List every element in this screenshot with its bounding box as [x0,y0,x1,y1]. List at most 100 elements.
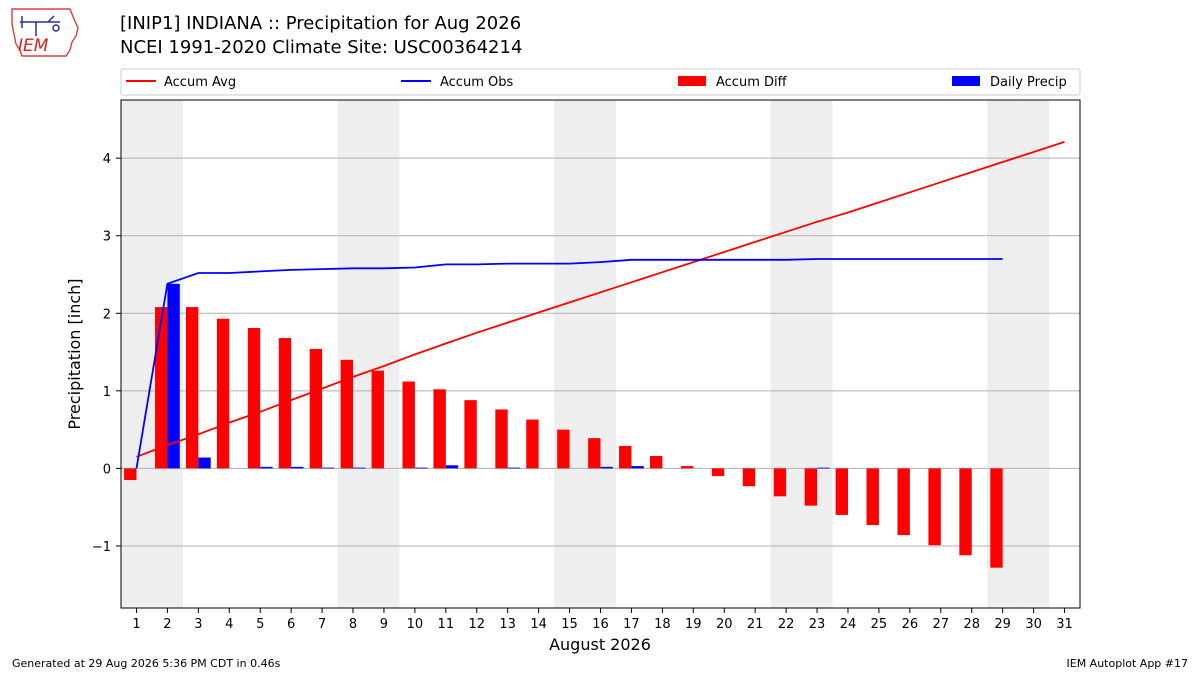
y-tick-label--1: −1 [92,540,111,555]
accum-diff-bar-day-14 [526,419,539,469]
legend-label-daily-precip: Daily Precip [990,75,1067,90]
daily-precip-bar-day-2 [167,283,180,469]
y-tick-label-4: 4 [103,152,111,167]
daily-precip-bar-day-3 [198,457,211,469]
y-tick-label-3: 3 [103,230,111,245]
daily-precip-bar-day-17 [631,466,644,469]
accum-diff-bar-day-20 [711,468,725,477]
accum-diff-bar-day-13 [495,409,508,469]
accum-diff-bar-day-3 [185,307,199,469]
x-tick-label-9: 9 [380,617,388,632]
accum-diff-bar-day-27 [928,468,941,546]
bar-series [124,283,1003,568]
accum-diff-bar-day-15 [557,429,570,469]
x-tick-label-14: 14 [530,617,547,632]
weekend-shade-day-1 [121,100,152,608]
y-axis-label: Precipitation [inch] [65,278,84,429]
legend-label-accum-avg: Accum Avg [164,75,236,90]
weekend-shade-day-8 [337,100,369,608]
x-tick-label-4: 4 [225,617,233,632]
weather-station-icon [20,15,60,36]
legend-swatch-accum-diff [678,76,706,86]
daily-precip-bar-day-7 [322,467,335,469]
legend-swatch-daily-precip [952,76,980,86]
logo-text: IEM [18,36,49,56]
accum-diff-bar-day-23 [804,468,818,506]
accum-avg-line [136,141,1065,458]
x-tick-label-17: 17 [623,617,640,632]
x-tick-label-15: 15 [561,617,578,632]
x-tick-label-5: 5 [256,617,264,632]
accum-diff-bar-day-22 [773,468,787,497]
x-tick-label-24: 24 [840,617,857,632]
x-tick-label-1: 1 [132,617,140,632]
accum-diff-bar-day-24 [835,468,848,515]
line-series [135,141,1065,469]
x-tick-label-25: 25 [871,617,888,632]
accum-diff-bar-day-17 [619,445,632,469]
accum-diff-bar-day-5 [247,328,261,469]
weekend-shade-day-16 [585,100,616,608]
daily-precip-bar-day-6 [291,466,304,469]
x-tick-label-7: 7 [318,617,326,632]
x-tick-label-27: 27 [933,617,950,632]
x-axis-ticks: 1 2 3 4 5 6 7 8 9 10 11 12 13 14 15 16 17 18 19 20 21 22 23 24 2… [132,608,1073,632]
weekend-shading [121,100,1050,608]
daily-precip-bar-day-13 [507,467,521,469]
x-tick-label-6: 6 [287,617,295,632]
weekend-shade-day-15 [554,100,586,608]
accum-diff-bar-day-8 [340,359,354,469]
accum-diff-bar-day-1 [124,468,137,481]
accum-diff-bar-day-21 [742,468,756,487]
accum-diff-bar-day-28 [959,468,972,556]
weekend-shade-day-9 [368,100,400,608]
x-tick-label-29: 29 [994,617,1011,632]
x-tick-label-23: 23 [809,617,826,632]
x-tick-label-31: 31 [1056,617,1073,632]
legend-frame [120,68,1081,96]
legend-label-accum-diff: Accum Diff [716,75,788,90]
accum-diff-bar-day-29 [990,468,1003,568]
x-axis-label: August 2026 [549,635,651,654]
y-axis-ticks: −1 0 1 2 3 4 [92,152,121,555]
accum-diff-bar-day-19 [680,466,694,469]
daily-precip-bar-day-16 [600,466,613,469]
chart-title: [INIP1] INDIANA :: Precipitation for Aug… [120,12,522,60]
weekend-shade-day-30 [1018,100,1050,608]
y-tick-label-1: 1 [103,385,111,400]
x-tick-label-20: 20 [716,617,733,632]
legend: Accum Avg Accum Obs Accum Diff Daily Pre… [120,68,1081,96]
x-tick-label-10: 10 [407,617,424,632]
generated-timestamp: Generated at 29 Aug 2026 5:36 PM CDT in … [12,657,281,670]
x-tick-label-16: 16 [592,617,609,632]
accum-diff-bar-day-26 [897,468,910,536]
accum-diff-bar-day-16 [588,438,601,469]
x-tick-label-3: 3 [194,617,202,632]
accum-obs-line [135,258,1003,469]
app-label: IEM Autoplot App #17 [1066,657,1189,670]
daily-precip-bar-day-10 [414,467,428,469]
x-tick-label-13: 13 [499,617,516,632]
accum-diff-bar-day-2 [155,307,168,469]
weekend-shade-day-23 [801,100,833,608]
x-tick-label-21: 21 [747,617,764,632]
iem-logo: IEM [11,8,79,57]
x-tick-label-18: 18 [654,617,671,632]
accum-diff-bar-day-11 [433,389,446,469]
x-tick-label-11: 11 [438,617,455,632]
x-tick-label-22: 22 [778,617,795,632]
x-tick-label-28: 28 [963,617,980,632]
weekend-shade-day-22 [770,100,802,608]
daily-precip-bar-day-11 [445,465,459,469]
iowa-outline-icon [11,8,79,57]
daily-precip-bar-day-5 [260,466,273,469]
daily-precip-bar-day-23 [817,467,830,469]
accum-diff-bar-day-18 [649,455,663,469]
x-tick-label-26: 26 [902,617,919,632]
daily-precip-bar-day-8 [353,467,366,469]
accum-diff-bar-day-4 [216,318,230,469]
x-tick-label-19: 19 [685,617,702,632]
y-tick-label-2: 2 [103,307,111,322]
legend-label-accum-obs: Accum Obs [440,75,513,90]
